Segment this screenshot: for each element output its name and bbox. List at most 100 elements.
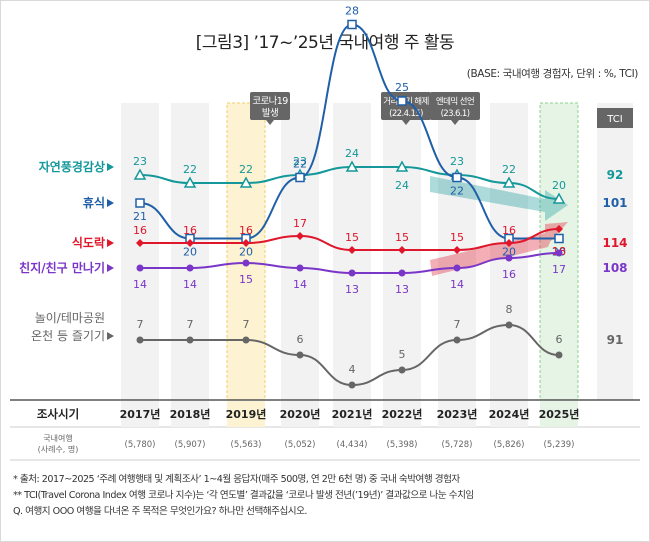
data-label: 22	[239, 163, 253, 176]
table-sample-label: 국내여행	[43, 433, 72, 443]
data-point	[453, 246, 461, 254]
table-sample-label: (사례수, 명)	[38, 444, 79, 454]
data-label: 16	[502, 268, 516, 281]
data-point	[555, 249, 563, 257]
data-point	[397, 96, 407, 106]
data-point	[135, 198, 145, 208]
sample-size: (5,780)	[125, 440, 156, 450]
data-point	[347, 19, 357, 30]
data-point	[453, 264, 461, 272]
data-label: 23	[133, 155, 147, 168]
data-point	[505, 254, 513, 262]
year-header-cell	[490, 401, 528, 427]
year-band	[281, 103, 319, 400]
tci-value-friends: 108	[602, 261, 627, 275]
legend-label-friends: 친지/친구 만나기	[19, 260, 105, 275]
data-point	[296, 351, 304, 359]
event-box	[430, 92, 480, 120]
data-point	[348, 269, 356, 277]
data-label: 16	[133, 224, 147, 237]
year-band	[171, 103, 209, 400]
data-point	[136, 336, 144, 344]
year-header-cell	[171, 401, 209, 427]
data-label: 24	[345, 147, 359, 160]
legend-label-food: 식도락	[72, 235, 105, 250]
data-point	[186, 264, 194, 272]
data-point	[398, 366, 406, 374]
legend-arrow-icon	[107, 332, 114, 340]
data-point	[239, 176, 253, 188]
year-header-cell	[383, 401, 421, 427]
year-band	[490, 103, 528, 400]
year-label: 2021년	[332, 407, 373, 421]
data-label: 15	[395, 231, 409, 244]
chart-title: [그림3] ’17~’25년 국내여행 주 활동	[195, 33, 455, 53]
table-header-label: 조사시기	[37, 407, 79, 421]
year-label: 2019년	[226, 407, 267, 421]
tci-value-play: 91	[607, 333, 624, 347]
data-label: 14	[133, 278, 147, 291]
data-label: 16	[183, 224, 197, 237]
sample-size: (5,398)	[387, 440, 418, 450]
year-label: 2020년	[280, 407, 321, 421]
tci-value-rest: 101	[602, 196, 627, 210]
data-point	[554, 233, 564, 244]
sample-size: (5,563)	[231, 440, 262, 450]
data-label: 20	[239, 246, 253, 259]
legend-label-play: 놀이/테마공원	[35, 311, 105, 325]
data-point	[398, 246, 406, 254]
year-label: 2023년	[437, 407, 478, 421]
year-header-cell	[121, 401, 159, 427]
data-label: 22	[450, 185, 464, 198]
sample-size: (5,826)	[494, 440, 525, 450]
tci-header-box	[597, 108, 633, 128]
data-point	[242, 336, 250, 344]
year-header-cell	[438, 401, 476, 427]
event-label: (23.6.1)	[441, 109, 470, 119]
data-label: 22	[183, 163, 197, 176]
data-point	[452, 172, 462, 183]
data-point	[505, 239, 513, 247]
year-band	[227, 103, 265, 400]
data-label: 5	[399, 348, 406, 361]
data-label: 21	[133, 210, 147, 223]
legend-arrow-icon	[107, 239, 114, 247]
base-note: (BASE: 국내여행 경험자, 단위 : %, TCI)	[466, 68, 639, 80]
tci-value-nature: 92	[607, 168, 624, 182]
data-label: 7	[454, 318, 461, 331]
data-label: 7	[137, 318, 144, 331]
year-header-cell	[333, 401, 371, 427]
data-point	[502, 176, 516, 188]
year-label: 2022년	[382, 407, 423, 421]
legend-arrow-icon	[107, 264, 114, 272]
sample-size: (5,907)	[175, 440, 206, 450]
year-band	[121, 103, 159, 400]
footnotes: * 출처: 2017~2025 ‘주례 여행행태 및 계획조사’ 1~4월 응답…	[13, 472, 474, 520]
data-label: 14	[293, 278, 307, 291]
data-point	[186, 336, 194, 344]
year-label: 2017년	[120, 407, 161, 421]
data-label: 6	[297, 333, 304, 346]
event-pointer	[266, 120, 274, 125]
data-label: 14	[450, 278, 464, 291]
data-label: 20	[502, 246, 516, 259]
trend-arrow-nature	[430, 176, 568, 221]
legend-label-rest: 휴식	[83, 195, 105, 210]
legend-label-nature: 자연풍경감상	[39, 159, 105, 174]
sample-size: (5,052)	[285, 440, 316, 450]
data-point	[133, 168, 147, 180]
event-pointer	[402, 120, 410, 125]
data-label: 7	[187, 318, 194, 331]
data-label: 6	[556, 333, 563, 346]
data-point	[348, 381, 356, 389]
data-label: 17	[293, 217, 307, 230]
data-label: 20	[183, 246, 197, 259]
data-point	[136, 239, 144, 247]
data-label: 14	[183, 278, 197, 291]
sample-size: (4,434)	[337, 440, 368, 450]
year-label: 2024년	[489, 407, 530, 421]
data-label: 24	[395, 179, 409, 192]
data-label: 15	[239, 273, 253, 286]
data-point	[552, 192, 566, 204]
